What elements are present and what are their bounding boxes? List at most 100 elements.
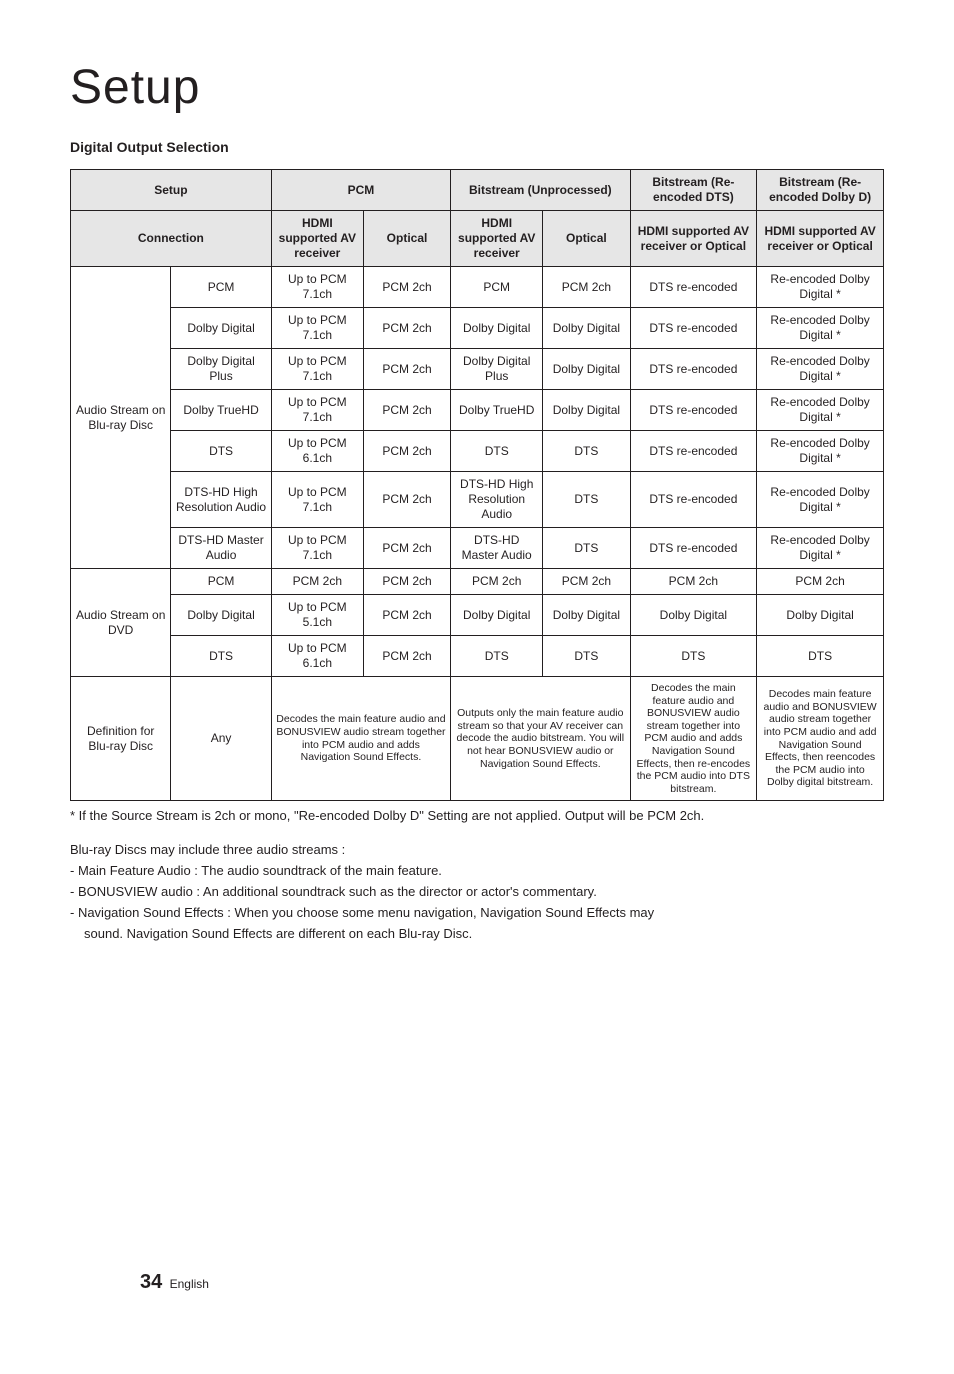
hdr-optical-1: Optical xyxy=(363,211,450,267)
table-cell: PCM 2ch xyxy=(363,472,450,528)
table-row: DTS-HD High Resolution AudioUp to PCM 7.… xyxy=(71,472,884,528)
table-cell: PCM 2ch xyxy=(363,308,450,349)
page-title: Setup xyxy=(70,60,884,115)
table-cell: Up to PCM 7.1ch xyxy=(271,472,363,528)
table-cell: PCM 2ch xyxy=(363,569,450,595)
hdr-hdmi-av-2: HDMI supported AV receiver xyxy=(451,211,543,267)
table-row: DTS-HD Master AudioUp to PCM 7.1chPCM 2c… xyxy=(71,528,884,569)
table-cell: Up to PCM 7.1ch xyxy=(271,390,363,431)
table-cell: DTS re-encoded xyxy=(630,308,757,349)
table-cell: DTS xyxy=(451,431,543,472)
table-body: Audio Stream on Blu-ray DiscPCMUp to PCM… xyxy=(71,267,884,801)
table-header-row-1: Setup PCM Bitstream (Unprocessed) Bitstr… xyxy=(71,170,884,211)
table-cell: PCM 2ch xyxy=(757,569,884,595)
table-cell: Re-encoded Dolby Digital * xyxy=(757,390,884,431)
list-item: - Navigation Sound Effects : When you ch… xyxy=(70,904,884,923)
list-item: - BONUSVIEW audio : An additional soundt… xyxy=(70,883,884,902)
table-cell: PCM 2ch xyxy=(363,636,450,677)
output-selection-table: Setup PCM Bitstream (Unprocessed) Bitstr… xyxy=(70,169,884,801)
table-cell: Up to PCM 5.1ch xyxy=(271,595,363,636)
table-cell: Re-encoded Dolby Digital * xyxy=(757,528,884,569)
table-cell: DTS-HD High Resolution Audio xyxy=(171,472,271,528)
table-cell: Dolby Digital xyxy=(171,595,271,636)
table-cell: Decodes the main feature audio and BONUS… xyxy=(630,677,757,801)
table-cell: Dolby Digital xyxy=(630,595,757,636)
table-row: Dolby Digital PlusUp to PCM 7.1chPCM 2ch… xyxy=(71,349,884,390)
table-cell: Dolby TrueHD xyxy=(171,390,271,431)
table-cell: Re-encoded Dolby Digital * xyxy=(757,308,884,349)
table-row: Dolby DigitalUp to PCM 7.1chPCM 2chDolby… xyxy=(71,308,884,349)
table-cell: DTS xyxy=(543,431,630,472)
table-cell: Re-encoded Dolby Digital * xyxy=(757,267,884,308)
table-cell: Decodes the main feature audio and BONUS… xyxy=(271,677,450,801)
hdr-connection: Connection xyxy=(71,211,272,267)
table-cell: DTS-HD Master Audio xyxy=(171,528,271,569)
table-cell: DTS xyxy=(630,636,757,677)
table-cell: Up to PCM 7.1ch xyxy=(271,308,363,349)
row-group-definition: Definition for Blu-ray Disc xyxy=(71,677,171,801)
table-cell: DTS xyxy=(451,636,543,677)
hdr-pcm: PCM xyxy=(271,170,450,211)
table-cell: Dolby Digital Plus xyxy=(451,349,543,390)
table-row: Audio Stream on DVDPCMPCM 2chPCM 2chPCM … xyxy=(71,569,884,595)
table-cell: DTS xyxy=(543,472,630,528)
table-row: Dolby TrueHDUp to PCM 7.1chPCM 2chDolby … xyxy=(71,390,884,431)
table-cell: Dolby Digital xyxy=(543,349,630,390)
table-cell: Re-encoded Dolby Digital * xyxy=(757,431,884,472)
hdr-hdmi-av-1: HDMI supported AV receiver xyxy=(271,211,363,267)
table-cell: DTS xyxy=(171,431,271,472)
table-cell: PCM xyxy=(171,569,271,595)
table-cell: PCM 2ch xyxy=(543,267,630,308)
table-cell: Up to PCM 7.1ch xyxy=(271,267,363,308)
table-cell: Dolby Digital xyxy=(543,308,630,349)
table-cell: DTS xyxy=(543,636,630,677)
table-cell: Up to PCM 6.1ch xyxy=(271,636,363,677)
table-cell: PCM xyxy=(451,267,543,308)
hdr-setup: Setup xyxy=(71,170,272,211)
page-number: 34 English xyxy=(140,1271,209,1294)
page-number-value: 34 xyxy=(140,1271,162,1293)
hdr-bitstream-unprocessed: Bitstream (Unprocessed) xyxy=(451,170,630,211)
table-row: DTSUp to PCM 6.1chPCM 2chDTSDTSDTS re-en… xyxy=(71,431,884,472)
table-row: Dolby DigitalUp to PCM 5.1chPCM 2chDolby… xyxy=(71,595,884,636)
table-cell: DTS xyxy=(757,636,884,677)
table-cell: DTS re-encoded xyxy=(630,472,757,528)
table-cell: DTS-HD Master Audio xyxy=(451,528,543,569)
table-cell: Up to PCM 6.1ch xyxy=(271,431,363,472)
list-item: - Main Feature Audio : The audio soundtr… xyxy=(70,862,884,881)
table-cell: PCM 2ch xyxy=(363,349,450,390)
table-header-row-2: Connection HDMI supported AV receiver Op… xyxy=(71,211,884,267)
table-cell: Re-encoded Dolby Digital * xyxy=(757,349,884,390)
row-group-bluray: Audio Stream on Blu-ray Disc xyxy=(71,267,171,569)
list-item-continuation: sound. Navigation Sound Effects are diff… xyxy=(84,925,884,944)
table-cell: Dolby Digital xyxy=(171,308,271,349)
table-cell: Up to PCM 7.1ch xyxy=(271,528,363,569)
table-row: Audio Stream on Blu-ray DiscPCMUp to PCM… xyxy=(71,267,884,308)
table-cell: Decodes main feature audio and BONUSVIEW… xyxy=(757,677,884,801)
table-cell: Re-encoded Dolby Digital * xyxy=(757,472,884,528)
hdr-bitstream-dts: Bitstream (Re-encoded DTS) xyxy=(630,170,757,211)
table-cell: DTS re-encoded xyxy=(630,431,757,472)
table-cell: PCM 2ch xyxy=(363,390,450,431)
table-cell: PCM 2ch xyxy=(451,569,543,595)
table-cell: Dolby Digital xyxy=(451,595,543,636)
table-cell: PCM 2ch xyxy=(363,431,450,472)
table-cell: PCM 2ch xyxy=(271,569,363,595)
table-row-definition: Definition for Blu-ray DiscAnyDecodes th… xyxy=(71,677,884,801)
table-cell: DTS xyxy=(171,636,271,677)
table-cell: Dolby Digital xyxy=(543,595,630,636)
table-cell: DTS re-encoded xyxy=(630,349,757,390)
table-cell: Dolby Digital xyxy=(757,595,884,636)
table-cell: DTS re-encoded xyxy=(630,390,757,431)
table-cell: Dolby Digital Plus xyxy=(171,349,271,390)
table-cell: Any xyxy=(171,677,271,801)
table-cell: Outputs only the main feature audio stre… xyxy=(451,677,630,801)
footnote: * If the Source Stream is 2ch or mono, "… xyxy=(70,807,884,825)
table-cell: PCM 2ch xyxy=(363,528,450,569)
page-number-lang: English xyxy=(170,1277,209,1291)
table-cell: PCM 2ch xyxy=(363,267,450,308)
section-subtitle: Digital Output Selection xyxy=(70,139,884,155)
table-cell: PCM 2ch xyxy=(630,569,757,595)
hdr-hdmi-optical-dts: HDMI supported AV receiver or Optical xyxy=(630,211,757,267)
row-group-dvd: Audio Stream on DVD xyxy=(71,569,171,677)
